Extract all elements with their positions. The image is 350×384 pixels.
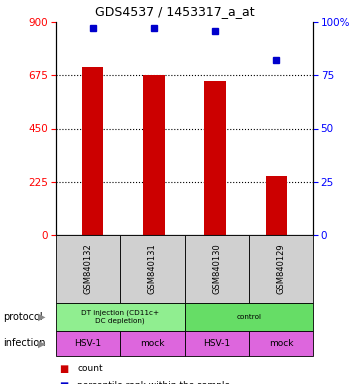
Text: infection: infection [4,339,46,349]
Text: ▶: ▶ [38,312,46,322]
Text: HSV-1: HSV-1 [75,339,102,348]
Text: GSM840131: GSM840131 [148,243,157,295]
Text: DT injection (CD11c+
DC depletion): DT injection (CD11c+ DC depletion) [81,310,159,324]
Text: GSM840132: GSM840132 [84,243,93,295]
Text: mock: mock [269,339,293,348]
Text: percentile rank within the sample: percentile rank within the sample [77,381,230,384]
Text: GSM840130: GSM840130 [212,243,221,295]
Text: GSM840129: GSM840129 [276,244,285,294]
Bar [143,74,164,235]
Bar [82,67,103,235]
Bar [266,176,287,235]
Text: HSV-1: HSV-1 [203,339,230,348]
Text: count: count [77,364,103,373]
Text: ■: ■ [60,364,69,374]
Text: mock: mock [140,339,164,348]
Text: protocol: protocol [4,312,43,322]
Text: GDS4537 / 1453317_a_at: GDS4537 / 1453317_a_at [95,5,255,18]
Text: control: control [236,314,261,320]
Text: ▶: ▶ [38,339,46,349]
Bar [204,81,226,235]
Text: ■: ■ [60,381,69,384]
